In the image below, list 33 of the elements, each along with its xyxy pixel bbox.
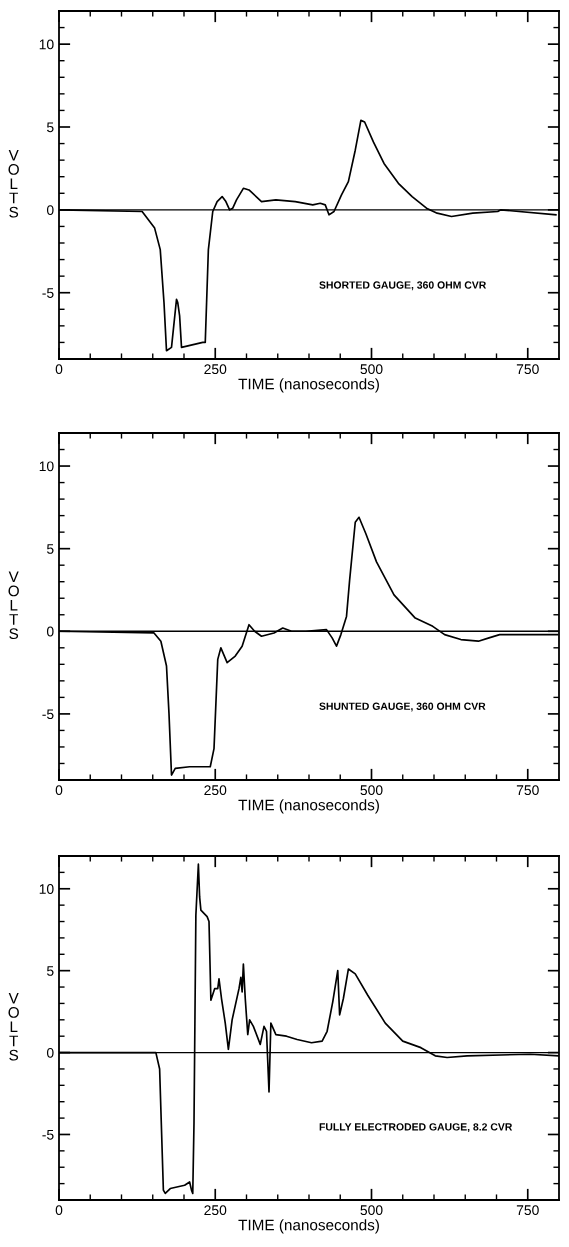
x-tick-label: 0 (55, 785, 63, 796)
x-tick-label: 750 (516, 364, 539, 375)
x-axis-title: TIME (nanoseconds) (238, 799, 379, 814)
y-tick-label: 0 (46, 205, 54, 216)
x-tick-label: 250 (204, 785, 227, 796)
y-axis-title: VOLTS (8, 149, 19, 218)
x-tick-label: 500 (360, 785, 383, 796)
x-axis-title: TIME (nanoseconds) (238, 1219, 379, 1234)
y-tick-label: -5 (42, 709, 54, 720)
y-tick-label: 0 (46, 626, 54, 637)
x-tick-label: 500 (360, 364, 383, 375)
x-tick-label: 250 (204, 364, 227, 375)
y-tick-label: -5 (42, 288, 54, 298)
y-axis-title: VOLTS (8, 992, 19, 1061)
annotation: FULLY ELECTRODED GAUGE, 8.2 CVR (319, 1123, 513, 1133)
annotation: SHUNTED GAUGE, 360 OHM CVR (319, 702, 486, 712)
x-tick-label: 750 (516, 785, 539, 796)
x-tick-label: 0 (55, 1205, 63, 1216)
y-axis-title: VOLTS (8, 571, 19, 640)
x-tick-label: 0 (55, 364, 63, 375)
y-tick-label: 0 (46, 1047, 54, 1058)
y-tick-label: 5 (46, 544, 54, 554)
x-axis-title: TIME (nanoseconds) (238, 378, 379, 393)
y-tick-label: 10 (39, 461, 54, 472)
y-tick-label: -5 (42, 1129, 54, 1140)
x-tick-label: 250 (204, 1205, 227, 1216)
x-tick-label: 500 (360, 1205, 383, 1216)
annotation: SHORTED GAUGE, 360 OHM CVR (319, 281, 487, 291)
y-tick-label: 10 (39, 884, 54, 894)
y-tick-label: 10 (39, 39, 54, 50)
y-tick-label: 5 (46, 966, 54, 976)
x-tick-label: 750 (516, 1205, 539, 1216)
y-tick-label: 5 (46, 122, 54, 133)
